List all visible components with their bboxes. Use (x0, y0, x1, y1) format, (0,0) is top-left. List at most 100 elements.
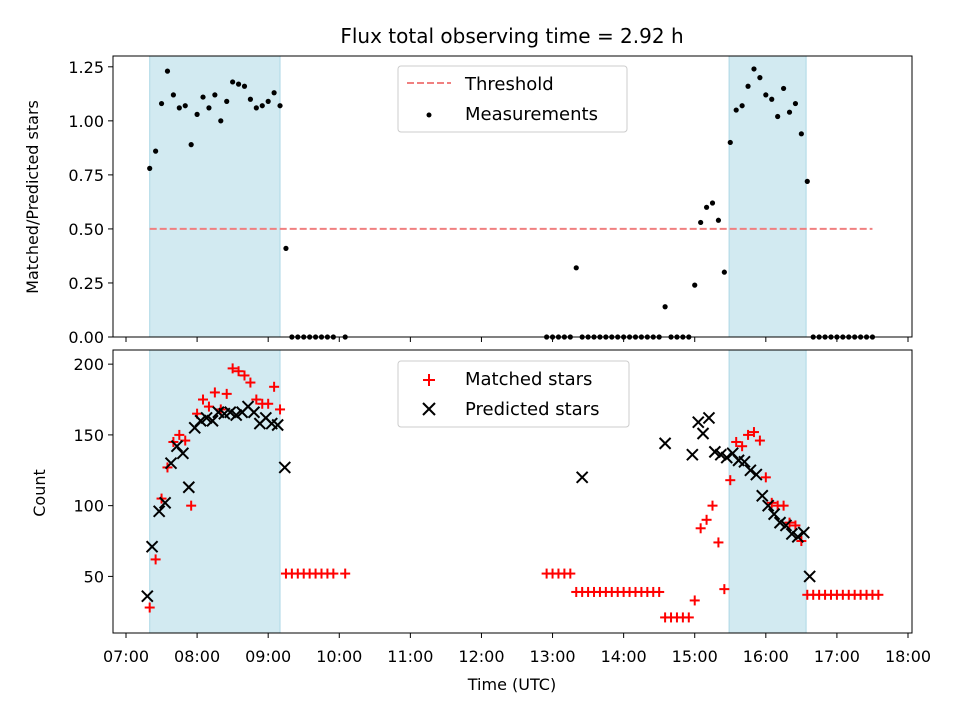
predicted-star-point (797, 526, 810, 539)
predicted-star-point (696, 427, 710, 440)
measurement-point (733, 107, 739, 113)
measurement-point (751, 66, 757, 72)
measurement-point (241, 83, 248, 89)
observing-window-2 (728, 55, 807, 338)
predicted-star-point (738, 455, 751, 468)
observing-window-1 (149, 55, 281, 338)
matched-star-point (689, 595, 700, 606)
measurement-point (253, 105, 259, 111)
ratio-legend-box (397, 65, 628, 133)
measurement-point (573, 265, 579, 271)
measurement-point (247, 96, 254, 102)
matched-star-point (683, 612, 694, 623)
measurement-point (775, 113, 781, 120)
x-tick-label: 12:00 (458, 647, 504, 666)
matched-star-point (239, 370, 250, 381)
matched-star-point (695, 523, 706, 534)
predicted-star-point (176, 447, 190, 460)
matched-star-point (221, 388, 232, 399)
x-tick-label: 17:00 (814, 647, 860, 666)
matched-star-point (743, 429, 754, 440)
matched-star-point (760, 472, 771, 483)
measurement-point (283, 245, 289, 251)
matched-star-point (251, 394, 262, 405)
ratio-series (147, 66, 876, 340)
measurement-point (692, 282, 698, 288)
y-tick-label: 1.00 (68, 112, 104, 131)
measurement-point (709, 200, 716, 206)
predicted-star-point (658, 437, 672, 450)
matched-star-point (707, 500, 718, 511)
y-tick-label: 0.25 (68, 274, 104, 293)
y-tick-label: 100 (73, 497, 104, 516)
x-tick-label: 15:00 (672, 647, 718, 666)
measurement-point (715, 217, 722, 223)
measurement-point (200, 94, 206, 100)
measurement-point (164, 68, 171, 74)
matched-star-point (725, 475, 736, 486)
predicted-star-point (761, 499, 775, 512)
predicted-star-point (791, 530, 805, 543)
predicted-star-point (206, 414, 219, 427)
predicted-star-point (247, 406, 261, 419)
measurement-point (182, 103, 188, 109)
matched-star-point (754, 435, 765, 446)
matched-legend-marker (423, 374, 435, 386)
matched-star-point (873, 589, 884, 600)
measurement-point (763, 92, 769, 98)
ratio-y-axis: 0.00 0.25 0.50 0.75 1.00 1.25 (68, 58, 113, 347)
measurement-point (703, 204, 710, 210)
matched-star-point (198, 394, 209, 405)
predicted-star-point (200, 411, 213, 425)
measurement-point (224, 98, 230, 104)
matched-star-point (719, 584, 730, 595)
count-panel: 50 100 150 200 07:00 08:00 09:00 10:00 11:00 12:… (30, 349, 931, 694)
predicted-star-point (714, 448, 728, 461)
y-tick-label: 0.00 (68, 328, 104, 347)
measurement-point (780, 85, 787, 92)
predicted-star-point (702, 411, 716, 425)
predicted-star-point (708, 445, 722, 459)
measurement-point (727, 139, 733, 146)
x-tick-label: 13:00 (529, 647, 575, 666)
measurement-point (212, 92, 218, 98)
matched-star-point (174, 429, 185, 440)
x-tick-label: 14:00 (601, 647, 647, 666)
x-tick-label: 16:00 (743, 647, 789, 666)
count-legend-box (397, 360, 630, 428)
matched-legend-label: Matched stars (465, 369, 592, 390)
measurement-point (745, 83, 751, 89)
predicted-star-point (229, 408, 243, 422)
y-tick-label: 150 (73, 426, 104, 445)
matched-star-point (340, 568, 351, 579)
measurement-point (721, 269, 727, 275)
predicted-legend-marker (422, 402, 436, 416)
matched-star-point (203, 401, 214, 412)
measurement-point (662, 304, 668, 310)
ratio-panel-frame (112, 55, 913, 338)
predicted-star-point (750, 468, 763, 481)
measurement-point (277, 103, 283, 109)
predicted-star-point (194, 414, 207, 427)
measurement-point (235, 81, 242, 87)
measurement-point (206, 105, 212, 111)
measurement-point (147, 165, 153, 171)
count-y-axis-label: Count (30, 469, 49, 517)
measurements-legend-label: Measurements (465, 104, 598, 125)
y-tick-label: 200 (73, 355, 104, 374)
ratio-panel: 0.00 0.25 0.50 0.75 1.00 1.25 Matched/Predict… (23, 55, 913, 347)
predicted-star-point (164, 456, 178, 470)
x-tick-label: 09:00 (245, 647, 291, 666)
measurement-point (259, 103, 265, 109)
count-y-axis: 50 100 150 200 (73, 355, 113, 586)
measurement-point (804, 178, 810, 184)
predicted-star-point (720, 451, 733, 464)
matched-star-point (227, 363, 238, 374)
matched-star-point (748, 427, 759, 438)
matched-star-point (654, 586, 665, 597)
matched-star-point (275, 404, 286, 415)
predicted-star-point (744, 464, 757, 477)
x-tick-label: 11:00 (387, 647, 433, 666)
measurement-point (769, 96, 775, 102)
